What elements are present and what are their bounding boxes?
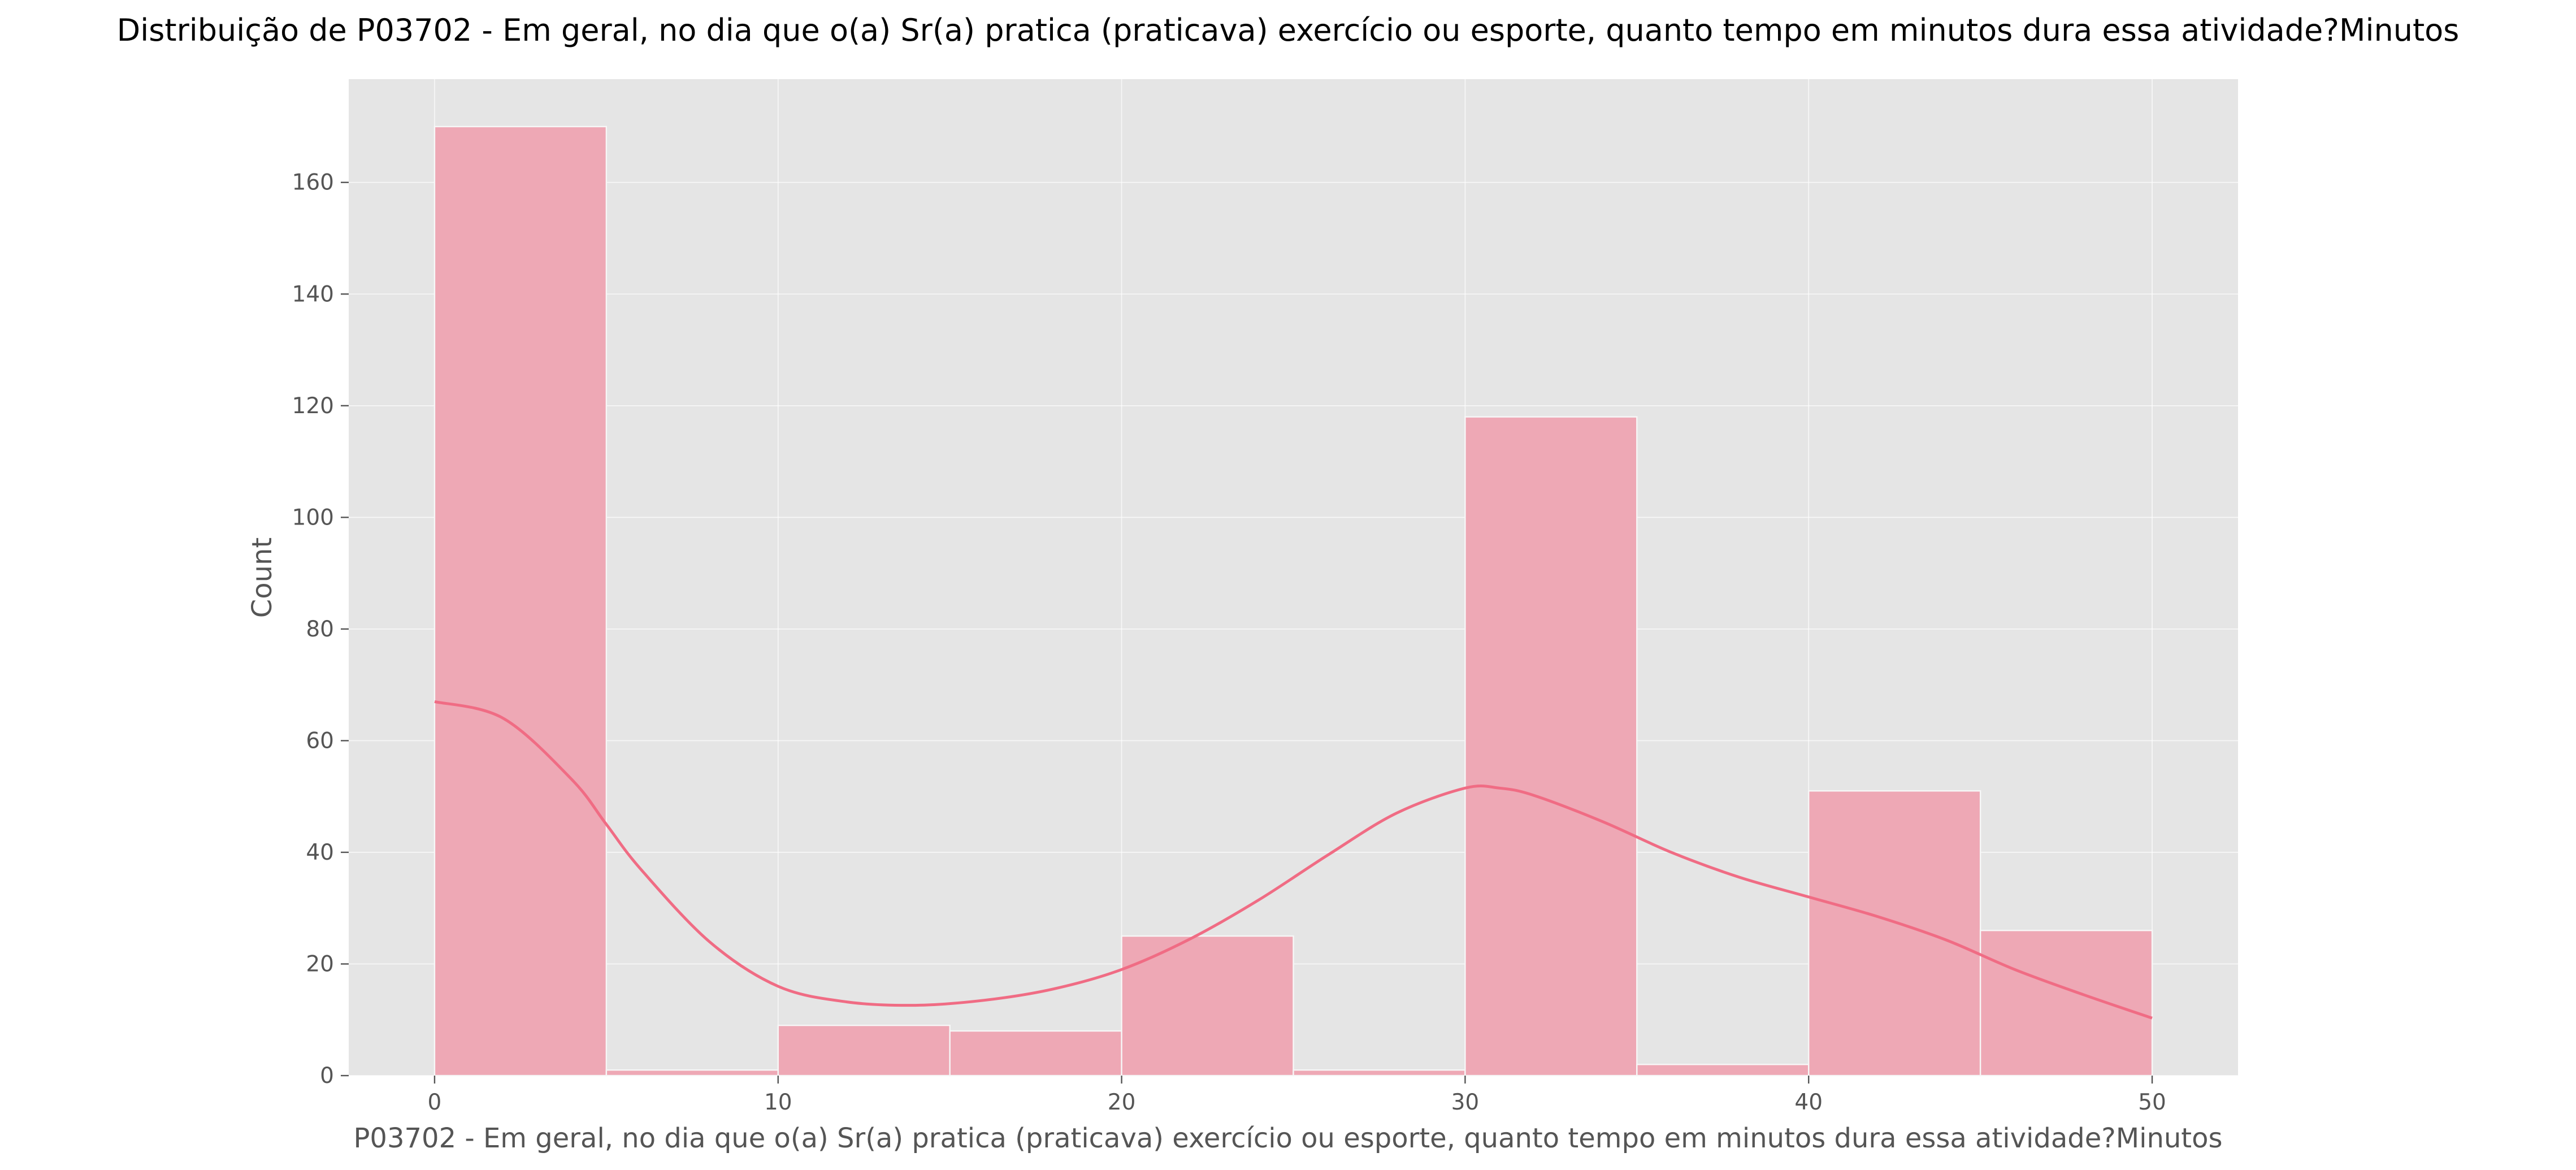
y-tick-label: 100 [292,505,334,530]
x-tick-label: 0 [428,1090,442,1115]
y-tick-label: 160 [292,170,334,196]
kde-line [434,700,2153,1020]
y-tick-label: 60 [306,728,334,753]
x-tick-label: 40 [1794,1090,1823,1115]
histogram-bar-6 [1464,416,1638,1077]
x-axis: 0 10 20 30 40 50 [428,1076,2166,1115]
y-axis: 0 20 40 60 80 100 120 140 160 [292,170,349,1089]
y-tick-label: 20 [306,951,334,977]
histogram-bar-2 [777,1024,951,1077]
histogram-bar-0 [433,125,608,1077]
histogram-bar-9 [1979,930,2153,1077]
histogram-bar-1 [605,1069,779,1077]
y-axis-label: Count [246,538,278,618]
x-tick-label: 10 [764,1090,792,1115]
chart-title: Distribuição de P03702 - Em geral, no di… [117,12,2460,48]
histogram-bar-3 [949,1030,1122,1077]
x-axis-label: P03702 - Em geral, no dia que o(a) Sr(a)… [353,1123,2222,1154]
y-tick-label: 40 [306,840,334,865]
y-tick-label: 0 [320,1063,334,1089]
histogram-bar-7 [1636,1064,1810,1077]
y-tick-label: 80 [306,617,334,642]
kde-layer [434,700,2153,1020]
x-tick-label: 30 [1451,1090,1480,1115]
x-tick-label: 20 [1108,1090,1136,1115]
histogram-bar-5 [1293,1069,1466,1077]
y-tick-label: 120 [292,393,334,419]
y-tick-label: 140 [292,281,334,307]
histogram-bar-4 [1121,935,1294,1077]
histogram-bars [433,125,2153,1077]
grid-lines [349,79,2238,1076]
histogram-bar-8 [1808,790,1981,1077]
x-tick-label: 50 [2138,1090,2166,1115]
